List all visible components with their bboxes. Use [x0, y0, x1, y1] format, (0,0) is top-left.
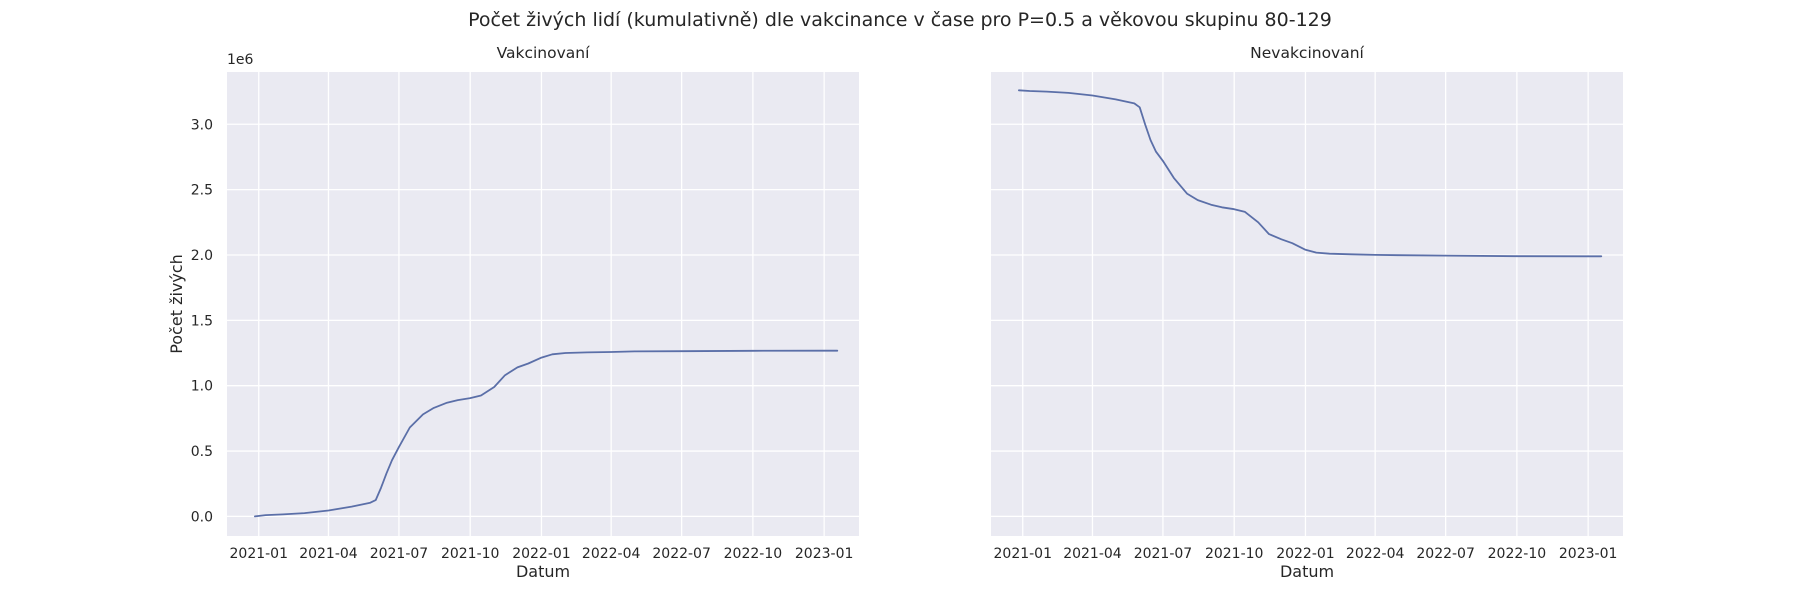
plot-area-vakcinovani [227, 72, 859, 536]
x-tick-label: 2022-10 [1488, 546, 1547, 562]
figure-suptitle: Počet živých lidí (kumulativně) dle vakc… [468, 9, 1332, 31]
chart-panel-nevakcinovani: 2021-01 2021-04 2021-07 2021-10 2022-01 2022-… [991, 44, 1623, 581]
x-tick-label: 2022-07 [652, 546, 711, 562]
series-line-nevakcinovani [1018, 89, 1603, 258]
x-tick-label: 2021-10 [441, 546, 500, 562]
panel-title-nevakcinovani: Nevakcinovaní [1250, 44, 1364, 62]
chart-panel-vakcinovani: 0.0 0.5 1.0 1.5 2.0 2.5 3.0 2021-01 2021-04 2021-… [167, 44, 859, 581]
x-tick-label: 2022-07 [1416, 546, 1475, 562]
x-axis-label-vakcinovani: Datum [516, 562, 570, 581]
x-tick-label: 2022-01 [512, 546, 571, 562]
y-tick-label: 0.0 [191, 509, 213, 525]
x-tick-label: 2021-04 [1063, 546, 1122, 562]
x-tick-label: 2022-04 [1346, 546, 1405, 562]
x-tick-label: 2022-10 [724, 546, 783, 562]
y-tick-label: 0.5 [191, 444, 213, 460]
y-tick-label: 3.0 [191, 117, 213, 133]
y-scale-label: 1e6 [227, 52, 254, 68]
x-tick-label: 2022-01 [1276, 546, 1335, 562]
y-tick-label: 2.0 [191, 248, 213, 264]
panel-title-vakcinovani: Vakcinovaní [497, 44, 591, 62]
y-axis-label: Počet živých [167, 254, 186, 354]
x-axis-label-nevakcinovani: Datum [1280, 562, 1334, 581]
series-line-vakcinovani [254, 349, 839, 518]
x-tick-label: 2021-10 [1205, 546, 1264, 562]
x-tick-label: 2021-01 [230, 546, 289, 562]
x-tick-label: 2021-01 [994, 546, 1053, 562]
x-tick-label: 2023-01 [795, 546, 854, 562]
y-tick-label: 1.5 [191, 313, 213, 329]
x-tick-label: 2021-04 [299, 546, 358, 562]
x-tick-label: 2023-01 [1559, 546, 1618, 562]
grid-nevakcinovani [991, 72, 1623, 536]
x-tick-label: 2021-07 [1134, 546, 1193, 562]
x-tick-label: 2022-04 [582, 546, 641, 562]
plot-area-nevakcinovani [991, 72, 1623, 536]
y-tick-label: 1.0 [191, 379, 213, 395]
x-tick-label: 2021-07 [370, 546, 429, 562]
grid-vakcinovani [227, 72, 859, 536]
y-tick-label: 2.5 [191, 183, 213, 199]
